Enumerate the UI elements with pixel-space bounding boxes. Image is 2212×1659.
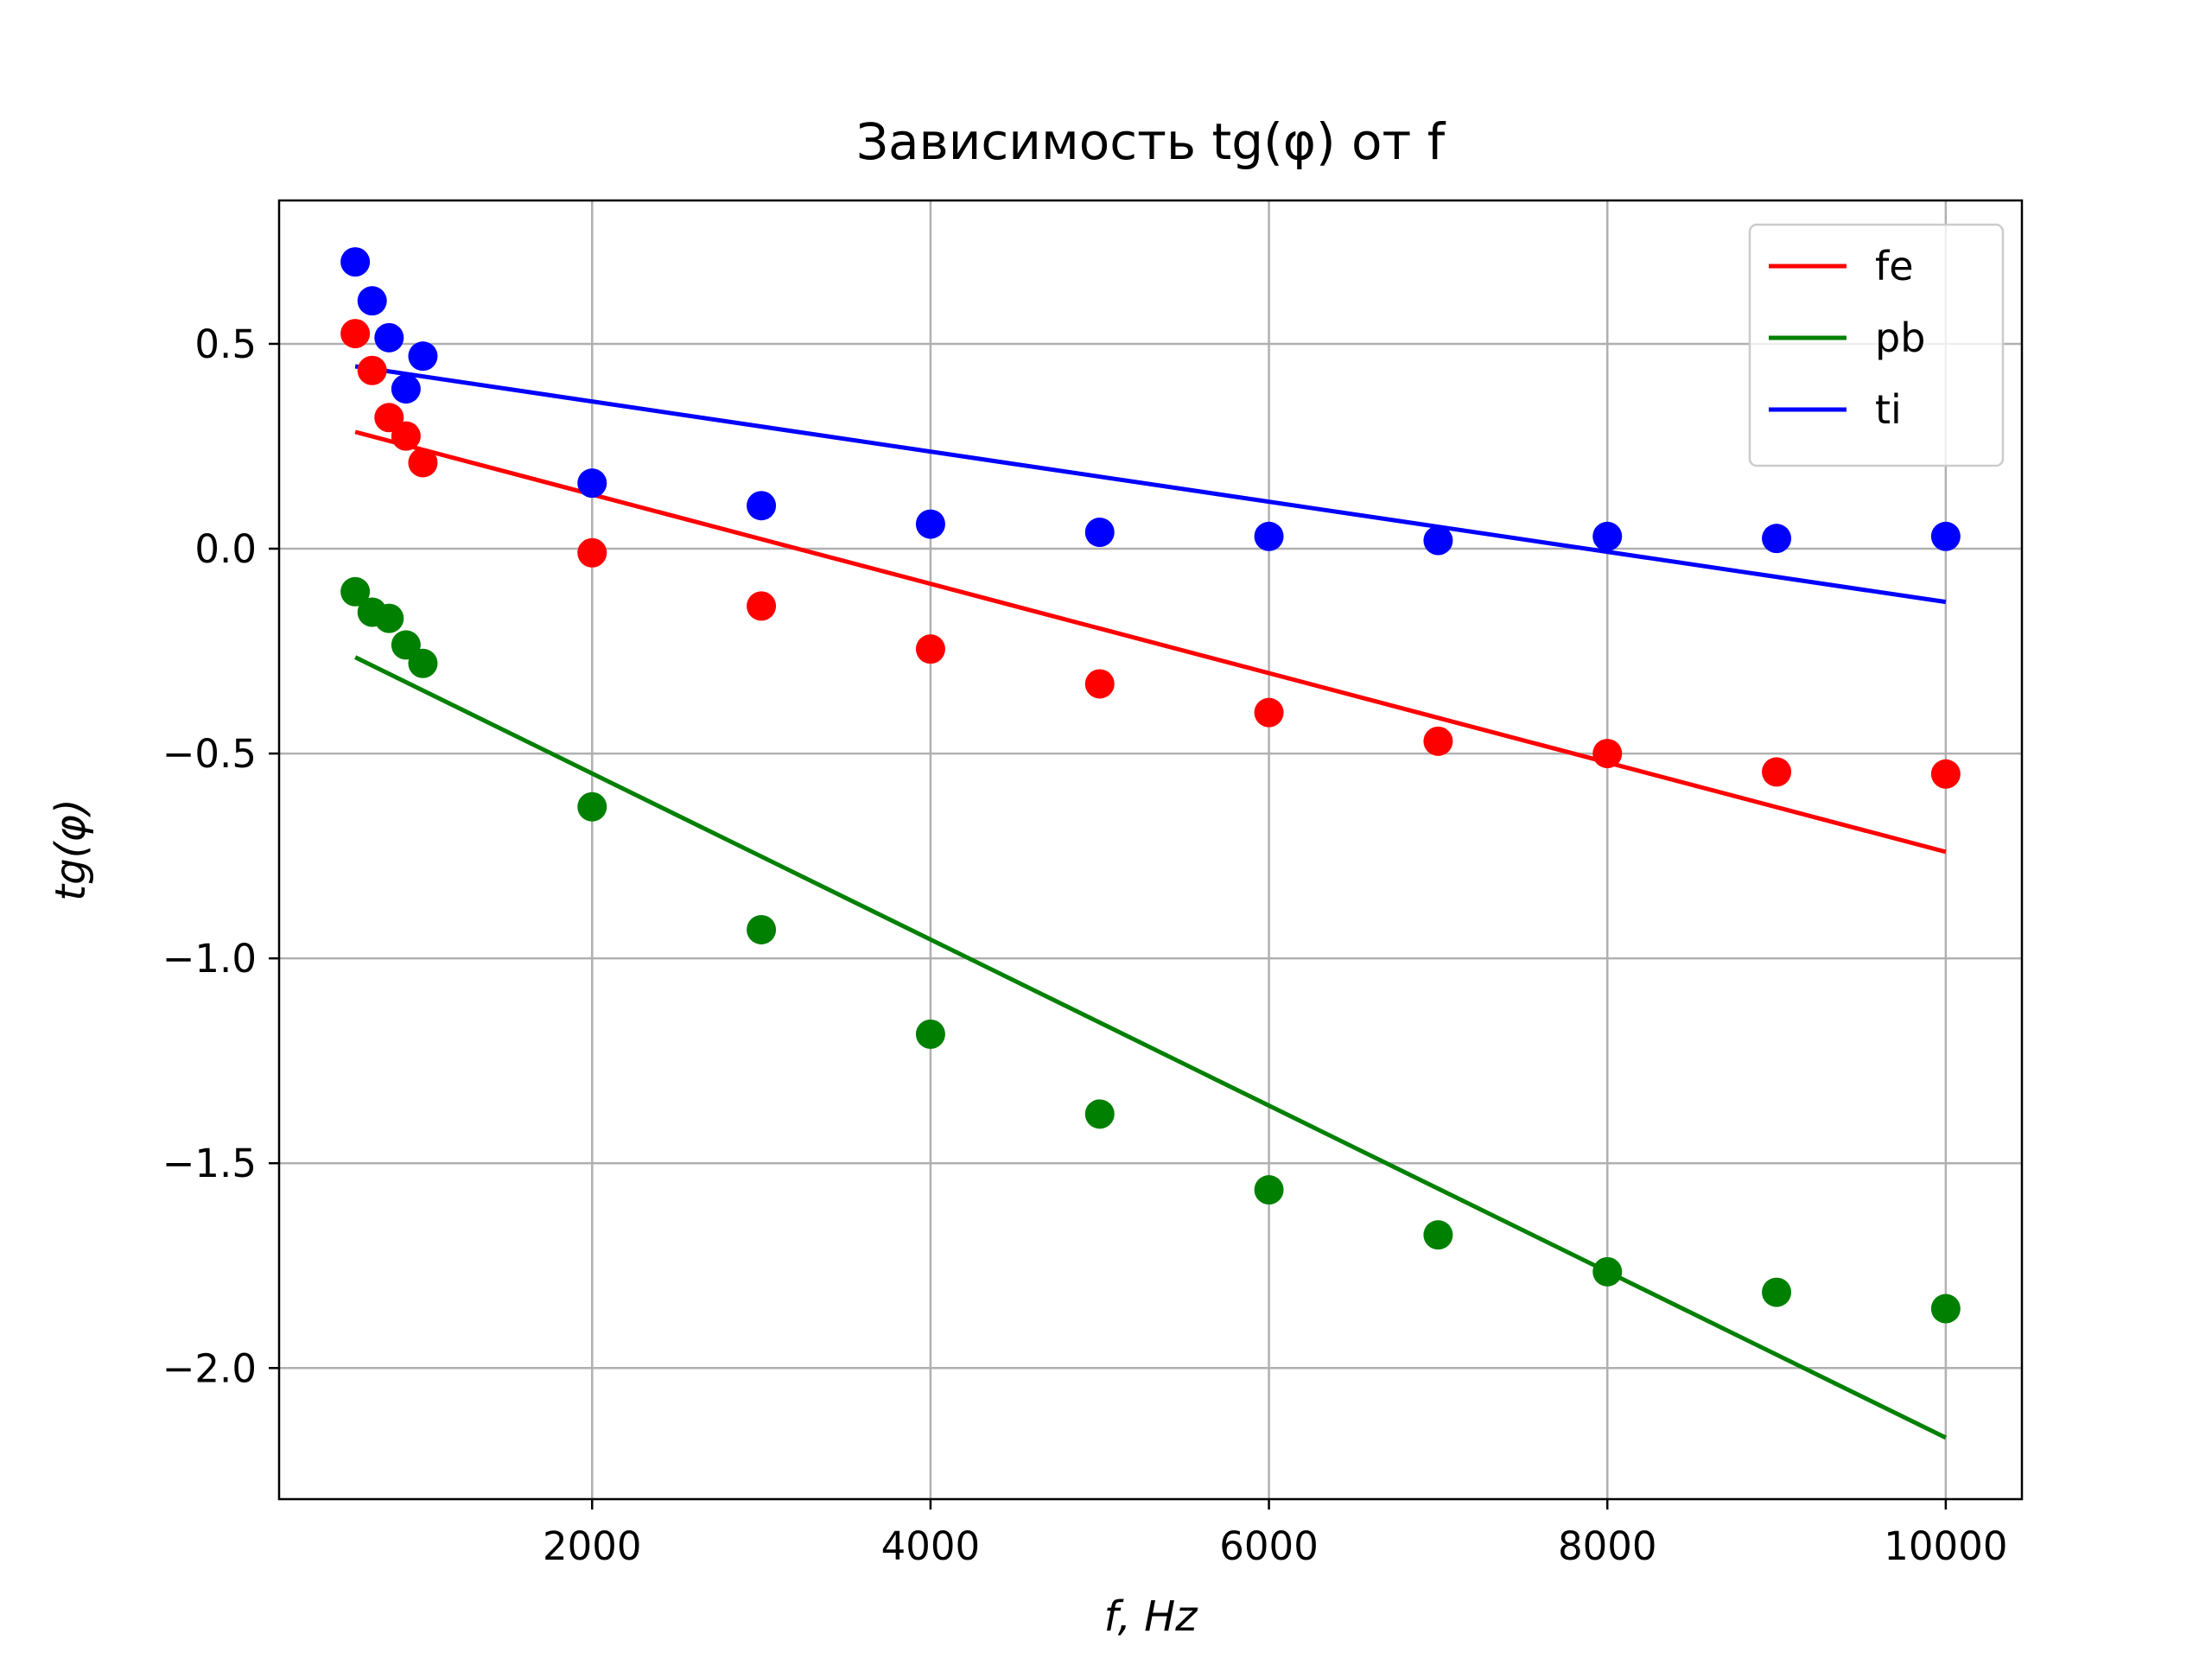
fit-lines bbox=[354, 364, 1947, 1440]
data-points bbox=[340, 247, 1961, 1324]
legend-label-ti: ti bbox=[1875, 386, 1902, 433]
data-point-ti bbox=[1762, 524, 1792, 554]
data-point-fe bbox=[340, 319, 371, 349]
data-point-fe bbox=[357, 355, 387, 385]
legend: fe pb ti bbox=[1748, 223, 2005, 467]
y-tick-label: −0.5 bbox=[162, 731, 257, 777]
data-point-ti bbox=[747, 491, 777, 521]
legend-box bbox=[1748, 223, 2005, 467]
y-axis-label: tg(φ) bbox=[47, 798, 95, 900]
x-tick-label: 2000 bbox=[543, 1523, 642, 1569]
data-point-fe bbox=[915, 634, 945, 664]
data-point-fe bbox=[1592, 739, 1623, 769]
x-tick-label: 10000 bbox=[1884, 1523, 2007, 1569]
data-point-fe bbox=[1762, 757, 1792, 787]
data-point-fe bbox=[747, 591, 777, 621]
x-axis-label: f, Hz bbox=[1104, 1592, 1199, 1641]
data-point-ti bbox=[577, 468, 607, 499]
data-point-pb bbox=[374, 603, 404, 633]
x-tick-label: 6000 bbox=[1219, 1523, 1319, 1569]
data-point-fe bbox=[1254, 697, 1284, 728]
y-tick-label: −2.0 bbox=[162, 1345, 257, 1391]
x-tick-label: 8000 bbox=[1558, 1523, 1657, 1569]
y-tick-label: −1.0 bbox=[162, 936, 257, 982]
data-point-fe bbox=[1930, 759, 1961, 789]
chart-title: Зависимость tg(φ) от f bbox=[856, 112, 1446, 171]
data-point-ti bbox=[1423, 525, 1453, 556]
y-tick-label: 0.0 bbox=[194, 526, 257, 572]
data-point-fe bbox=[391, 421, 421, 451]
data-point-ti bbox=[1592, 521, 1623, 551]
data-point-pb bbox=[1930, 1294, 1961, 1324]
data-point-pb bbox=[915, 1019, 945, 1049]
data-point-ti bbox=[1084, 518, 1115, 548]
y-tick-label: 0.5 bbox=[194, 321, 257, 367]
data-point-pb bbox=[1254, 1175, 1284, 1205]
data-point-fe bbox=[1423, 726, 1453, 756]
data-point-fe bbox=[577, 537, 607, 568]
data-point-ti bbox=[357, 286, 387, 316]
plot-frame bbox=[277, 199, 2024, 1501]
fit-line-pb bbox=[354, 655, 1947, 1440]
data-point-ti bbox=[1254, 521, 1284, 551]
ticks: 2000 4000 6000 8000 10000 0.5 0.0 −0.5 −1.0 −1.5 −… bbox=[162, 321, 2008, 1569]
y-tick-label: −1.5 bbox=[162, 1141, 257, 1186]
x-tick-label: 4000 bbox=[881, 1523, 981, 1569]
data-point-fe bbox=[1084, 669, 1115, 699]
data-point-pb bbox=[1084, 1099, 1115, 1129]
data-point-ti bbox=[374, 322, 404, 353]
fit-line-ti bbox=[354, 364, 1947, 605]
data-point-pb bbox=[1762, 1277, 1792, 1307]
data-point-ti bbox=[408, 341, 438, 372]
data-point-ti bbox=[1930, 521, 1961, 551]
data-point-ti bbox=[391, 374, 421, 404]
data-point-pb bbox=[1423, 1220, 1453, 1250]
fit-line-fe bbox=[354, 429, 1947, 855]
data-point-pb bbox=[747, 914, 777, 944]
data-point-ti bbox=[915, 509, 945, 539]
data-point-pb bbox=[408, 648, 438, 678]
grid bbox=[279, 200, 2022, 1499]
data-point-pb bbox=[1592, 1256, 1623, 1287]
data-point-pb bbox=[577, 791, 607, 822]
data-point-pb bbox=[340, 576, 371, 607]
legend-label-pb: pb bbox=[1875, 315, 1925, 361]
data-point-ti bbox=[340, 247, 371, 277]
legend-label-fe: fe bbox=[1875, 243, 1914, 289]
data-point-fe bbox=[408, 448, 438, 478]
